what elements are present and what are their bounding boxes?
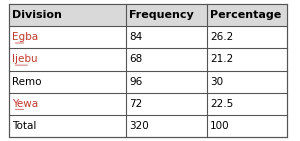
- Text: 26.2: 26.2: [210, 32, 233, 42]
- Text: Frequency: Frequency: [129, 10, 194, 20]
- Text: Yewa: Yewa: [12, 99, 39, 109]
- Text: 100: 100: [210, 121, 230, 131]
- Text: 22.5: 22.5: [210, 99, 233, 109]
- Text: Division: Division: [12, 10, 62, 20]
- Text: 21.2: 21.2: [210, 54, 233, 64]
- Text: 30: 30: [210, 77, 223, 87]
- Text: 84: 84: [129, 32, 143, 42]
- Text: 320: 320: [129, 121, 149, 131]
- Text: Egba: Egba: [12, 32, 39, 42]
- Text: 68: 68: [129, 54, 143, 64]
- Text: 96: 96: [129, 77, 143, 87]
- Text: Total: Total: [12, 121, 37, 131]
- Text: Ijebu: Ijebu: [12, 54, 38, 64]
- Text: Percentage: Percentage: [210, 10, 281, 20]
- Text: Remo: Remo: [12, 77, 42, 87]
- Text: 72: 72: [129, 99, 143, 109]
